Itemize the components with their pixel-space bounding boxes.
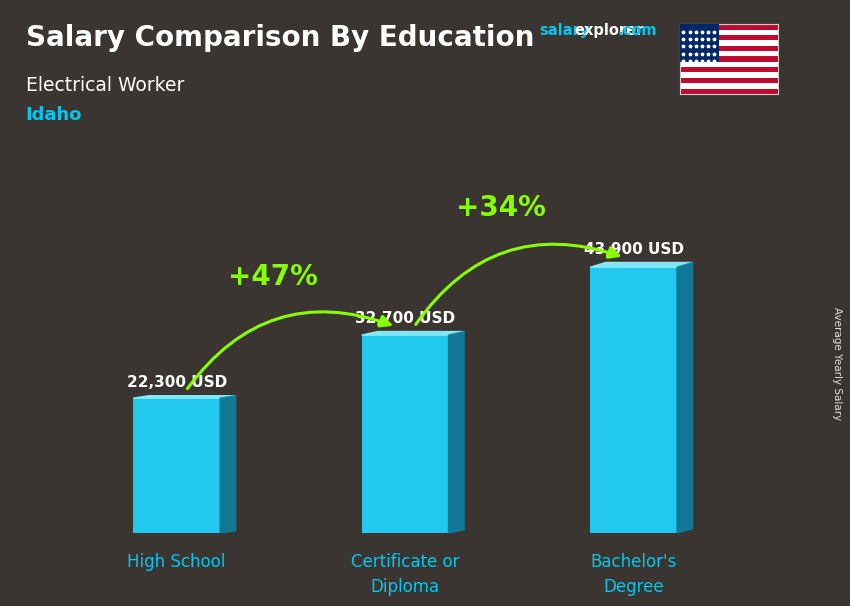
- Bar: [680, 62, 778, 67]
- Polygon shape: [677, 262, 693, 533]
- Text: Idaho: Idaho: [26, 106, 82, 124]
- Bar: [680, 83, 778, 88]
- Text: Electrical Worker: Electrical Worker: [26, 76, 184, 95]
- Bar: [680, 51, 778, 56]
- Bar: [680, 24, 719, 62]
- Text: 43,900 USD: 43,900 USD: [583, 242, 683, 257]
- Bar: [361, 335, 449, 533]
- Bar: [680, 30, 778, 35]
- Polygon shape: [590, 262, 693, 267]
- Text: 22,300 USD: 22,300 USD: [127, 375, 227, 390]
- Text: 32,700 USD: 32,700 USD: [355, 311, 455, 326]
- Polygon shape: [449, 331, 464, 533]
- Text: .com: .com: [617, 23, 656, 38]
- Text: Average Yearly Salary: Average Yearly Salary: [832, 307, 842, 420]
- Polygon shape: [361, 331, 464, 335]
- Polygon shape: [220, 396, 235, 533]
- Text: Salary Comparison By Education: Salary Comparison By Education: [26, 24, 534, 52]
- Text: +34%: +34%: [456, 194, 546, 222]
- Text: explorer: explorer: [575, 23, 644, 38]
- Bar: [680, 41, 778, 45]
- Text: +47%: +47%: [228, 263, 318, 291]
- Polygon shape: [133, 396, 235, 398]
- Text: salary: salary: [540, 23, 590, 38]
- Bar: [133, 398, 220, 533]
- Bar: [680, 73, 778, 78]
- Bar: [590, 267, 677, 533]
